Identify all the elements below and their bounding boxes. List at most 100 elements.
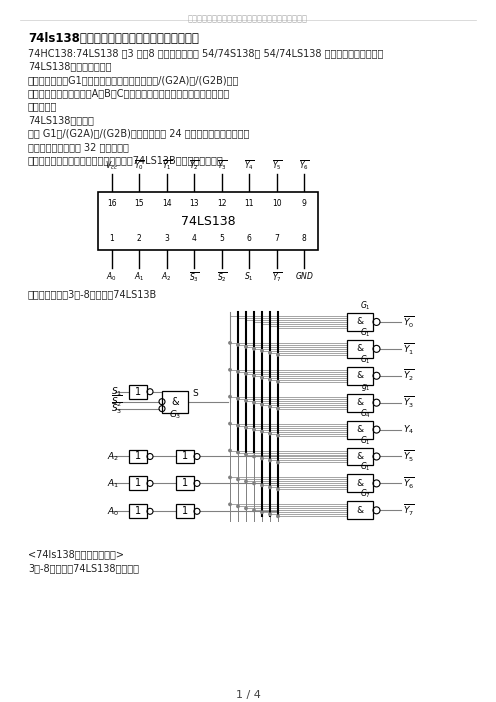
Circle shape: [245, 373, 247, 375]
Text: 低电平时，可将地址端（A、B、C）的二进制编码在一个对应的输出端以低: 低电平时，可将地址端（A、B、C）的二进制编码在一个对应的输出端以低: [28, 88, 230, 98]
Circle shape: [277, 488, 279, 491]
Text: $\overline{Y_4}$: $\overline{Y_4}$: [244, 159, 254, 173]
Circle shape: [229, 503, 231, 505]
Text: $V_{cc}$: $V_{cc}$: [105, 160, 118, 173]
Text: 2: 2: [137, 234, 142, 243]
Circle shape: [269, 513, 271, 515]
Circle shape: [237, 425, 239, 427]
Circle shape: [229, 476, 231, 479]
Bar: [347, 394, 373, 411]
Text: &: &: [171, 397, 179, 406]
Text: 1: 1: [110, 234, 114, 243]
Text: $G_1$: $G_1$: [360, 434, 371, 446]
Text: 相器还可级联扩展成 32 线译码器。: 相器还可级联扩展成 32 线译码器。: [28, 142, 129, 152]
Text: $\overline{Y_0}$: $\overline{Y_0}$: [134, 159, 144, 173]
Text: S: S: [192, 389, 198, 398]
Text: 1: 1: [135, 387, 141, 397]
Circle shape: [253, 428, 255, 431]
Text: $\overline{Y_3}$: $\overline{Y_3}$: [403, 395, 415, 411]
Text: 电平译出。: 电平译出。: [28, 102, 58, 112]
Text: 10: 10: [272, 199, 282, 208]
Text: 13: 13: [189, 199, 199, 208]
Text: $\overline{Y_6}$: $\overline{Y_6}$: [403, 476, 415, 491]
Circle shape: [269, 459, 271, 462]
Circle shape: [261, 430, 263, 432]
Text: 1: 1: [182, 451, 188, 461]
Text: 利用 G1、/(G2A)和/(G2B)可级联扩展成 24 线译码器；若外接一个反: 利用 G1、/(G2A)和/(G2B)可级联扩展成 24 线译码器；若外接一个反: [28, 128, 249, 138]
Text: &: &: [357, 425, 364, 434]
Text: $G_7$: $G_7$: [360, 488, 371, 501]
Text: $G_3$: $G_3$: [169, 408, 181, 420]
Text: $\overline{Y_2}$: $\overline{Y_2}$: [189, 159, 199, 173]
Circle shape: [277, 380, 279, 383]
Text: 74ls138译码器内部电路逻辑图功能表简单应用: 74ls138译码器内部电路逻辑图功能表简单应用: [28, 32, 199, 45]
Text: 12: 12: [217, 199, 227, 208]
Text: 4: 4: [192, 234, 197, 243]
Circle shape: [253, 347, 255, 350]
Text: &: &: [357, 398, 364, 407]
Text: $S_1$: $S_1$: [111, 385, 122, 398]
Circle shape: [269, 406, 271, 408]
Text: 1: 1: [135, 478, 141, 489]
Text: $Y_4$: $Y_4$: [403, 423, 414, 436]
Bar: [347, 501, 373, 519]
Text: 若将选通端中的一个作为数据输入端时，74LS13B还可作数据分配器: 若将选通端中的一个作为数据输入端时，74LS13B还可作数据分配器: [28, 155, 224, 166]
Bar: [162, 391, 188, 413]
Circle shape: [261, 484, 263, 486]
Bar: [347, 340, 373, 358]
Text: $G_1$: $G_1$: [360, 300, 371, 312]
Bar: [129, 477, 147, 491]
Circle shape: [261, 511, 263, 513]
Text: 74HC138:74LS138 为3 线－8 线译码器，共有 54/74S138和 54/74LS138 两种线路结构型式，其: 74HC138:74LS138 为3 线－8 线译码器，共有 54/74S138…: [28, 48, 383, 58]
Circle shape: [245, 480, 247, 482]
Circle shape: [261, 376, 263, 379]
Text: $\overline{Y_7}$: $\overline{Y_7}$: [403, 503, 415, 518]
Text: $A_0$: $A_0$: [107, 505, 119, 517]
Text: $G_1$: $G_1$: [360, 326, 371, 339]
Text: $G_1$: $G_1$: [360, 353, 371, 366]
Text: $\overline{S_2}$: $\overline{S_2}$: [111, 394, 123, 409]
Text: 74LS138的作用：: 74LS138的作用：: [28, 115, 94, 125]
Circle shape: [261, 404, 263, 406]
Circle shape: [261, 350, 263, 352]
Circle shape: [245, 507, 247, 510]
Text: $\overline{Y_5}$: $\overline{Y_5}$: [272, 159, 282, 173]
Text: $A_0$: $A_0$: [106, 270, 117, 283]
Text: 6: 6: [247, 234, 251, 243]
Bar: [176, 504, 194, 518]
Text: 3: 3: [164, 234, 169, 243]
Text: <74ls138译码器内部电路>: <74ls138译码器内部电路>: [28, 549, 124, 559]
Text: $\overline{Y_7}$: $\overline{Y_7}$: [272, 270, 282, 284]
Circle shape: [229, 342, 231, 344]
Circle shape: [237, 478, 239, 481]
Text: 7: 7: [274, 234, 279, 243]
Text: $\overline{Y_0}$: $\overline{Y_0}$: [403, 314, 415, 330]
Circle shape: [253, 456, 255, 458]
Text: $A_1$: $A_1$: [107, 477, 119, 490]
Text: $A_2$: $A_2$: [107, 450, 119, 463]
Circle shape: [237, 397, 239, 400]
Text: 14: 14: [162, 199, 172, 208]
Circle shape: [269, 486, 271, 489]
Text: 当一个选通端（G1）为高电平，另两个选通端（/(G2A)和/(G2B)）为: 当一个选通端（G1）为高电平，另两个选通端（/(G2A)和/(G2B)）为: [28, 74, 240, 85]
Text: $\overline{Y_5}$: $\overline{Y_5}$: [403, 449, 415, 464]
Circle shape: [253, 375, 255, 377]
Circle shape: [229, 423, 231, 425]
Circle shape: [277, 435, 279, 437]
Text: 1: 1: [135, 451, 141, 461]
Circle shape: [245, 453, 247, 456]
Text: &: &: [357, 452, 364, 461]
Circle shape: [229, 395, 231, 398]
Circle shape: [245, 399, 247, 402]
Bar: [98, 192, 318, 250]
Text: $S_1$: $S_1$: [245, 270, 254, 283]
Circle shape: [277, 354, 279, 356]
Circle shape: [277, 407, 279, 410]
Circle shape: [253, 509, 255, 512]
Text: 5: 5: [219, 234, 224, 243]
Text: 1: 1: [135, 506, 141, 516]
Circle shape: [237, 371, 239, 373]
Circle shape: [269, 352, 271, 354]
Text: $GND$: $GND$: [295, 270, 314, 281]
Circle shape: [253, 402, 255, 404]
